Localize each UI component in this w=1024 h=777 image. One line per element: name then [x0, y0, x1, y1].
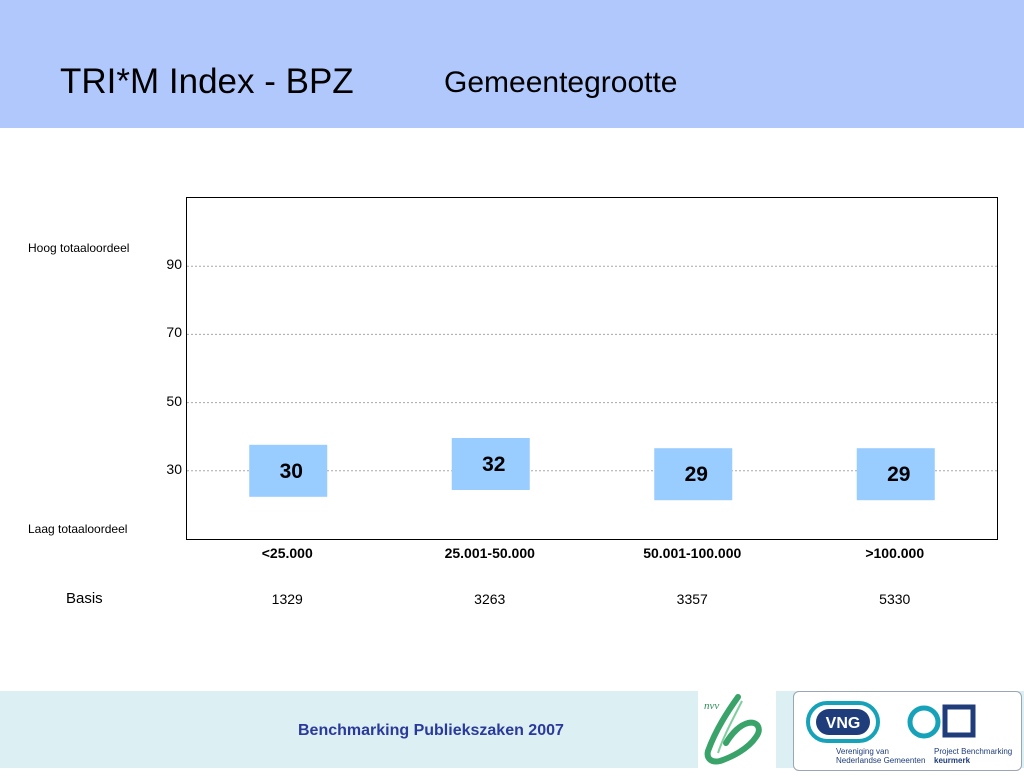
y-tick-label: 70	[166, 324, 182, 341]
vng-caption: Vereniging van Nederlandse Gemeenten	[836, 747, 926, 765]
nvv-logo-icon: nvv	[704, 694, 762, 765]
bar-0	[249, 444, 328, 497]
chart-plot-area: 30 32 29 29	[186, 197, 998, 540]
y-bottom-label: Laag totaaloordeel	[28, 522, 128, 536]
svg-text:nvv: nvv	[704, 700, 719, 712]
basis-value: 1329	[271, 591, 303, 607]
svg-text:VNG: VNG	[826, 715, 861, 732]
bar-value-label: 29	[685, 463, 708, 486]
bar-chart: 30 32 29 29	[187, 265, 997, 501]
x-tick-label: 25.001-50.000	[444, 545, 535, 561]
page-subtitle: Gemeentegrootte	[444, 66, 678, 99]
y-tick-label: 50	[166, 392, 182, 409]
partner-logos: VNG	[793, 691, 1022, 771]
pbk-caption: Project Benchmarking keurmerk	[934, 747, 1013, 765]
y-tick-label: 90	[166, 256, 182, 273]
page-title: TRI*M Index - BPZ	[60, 62, 354, 101]
bar-value-label: 29	[887, 463, 910, 486]
x-tick-label: >100.000	[865, 545, 925, 561]
basis-value: 3357	[676, 591, 708, 607]
bar-value-label: 32	[482, 453, 505, 476]
footer-title: Benchmarking Publiekszaken 2007	[298, 722, 564, 739]
basis-label: Basis	[66, 590, 103, 607]
x-tick-label: <25.000	[261, 545, 313, 561]
x-tick-label: 50.001-100.000	[643, 545, 742, 561]
nvv-logo: nvv	[698, 691, 776, 768]
header-bar	[0, 0, 1024, 128]
y-tick-label: 30	[166, 460, 182, 477]
bar-3	[856, 448, 935, 501]
basis-value: 3263	[474, 591, 506, 607]
bar-2	[654, 448, 733, 501]
vng-logo-icon: VNG	[806, 701, 976, 743]
bar-1	[451, 437, 530, 490]
bar-value-label: 30	[280, 460, 303, 483]
y-top-label: Hoog totaaloordeel	[28, 241, 130, 255]
basis-value: 5330	[879, 591, 911, 607]
